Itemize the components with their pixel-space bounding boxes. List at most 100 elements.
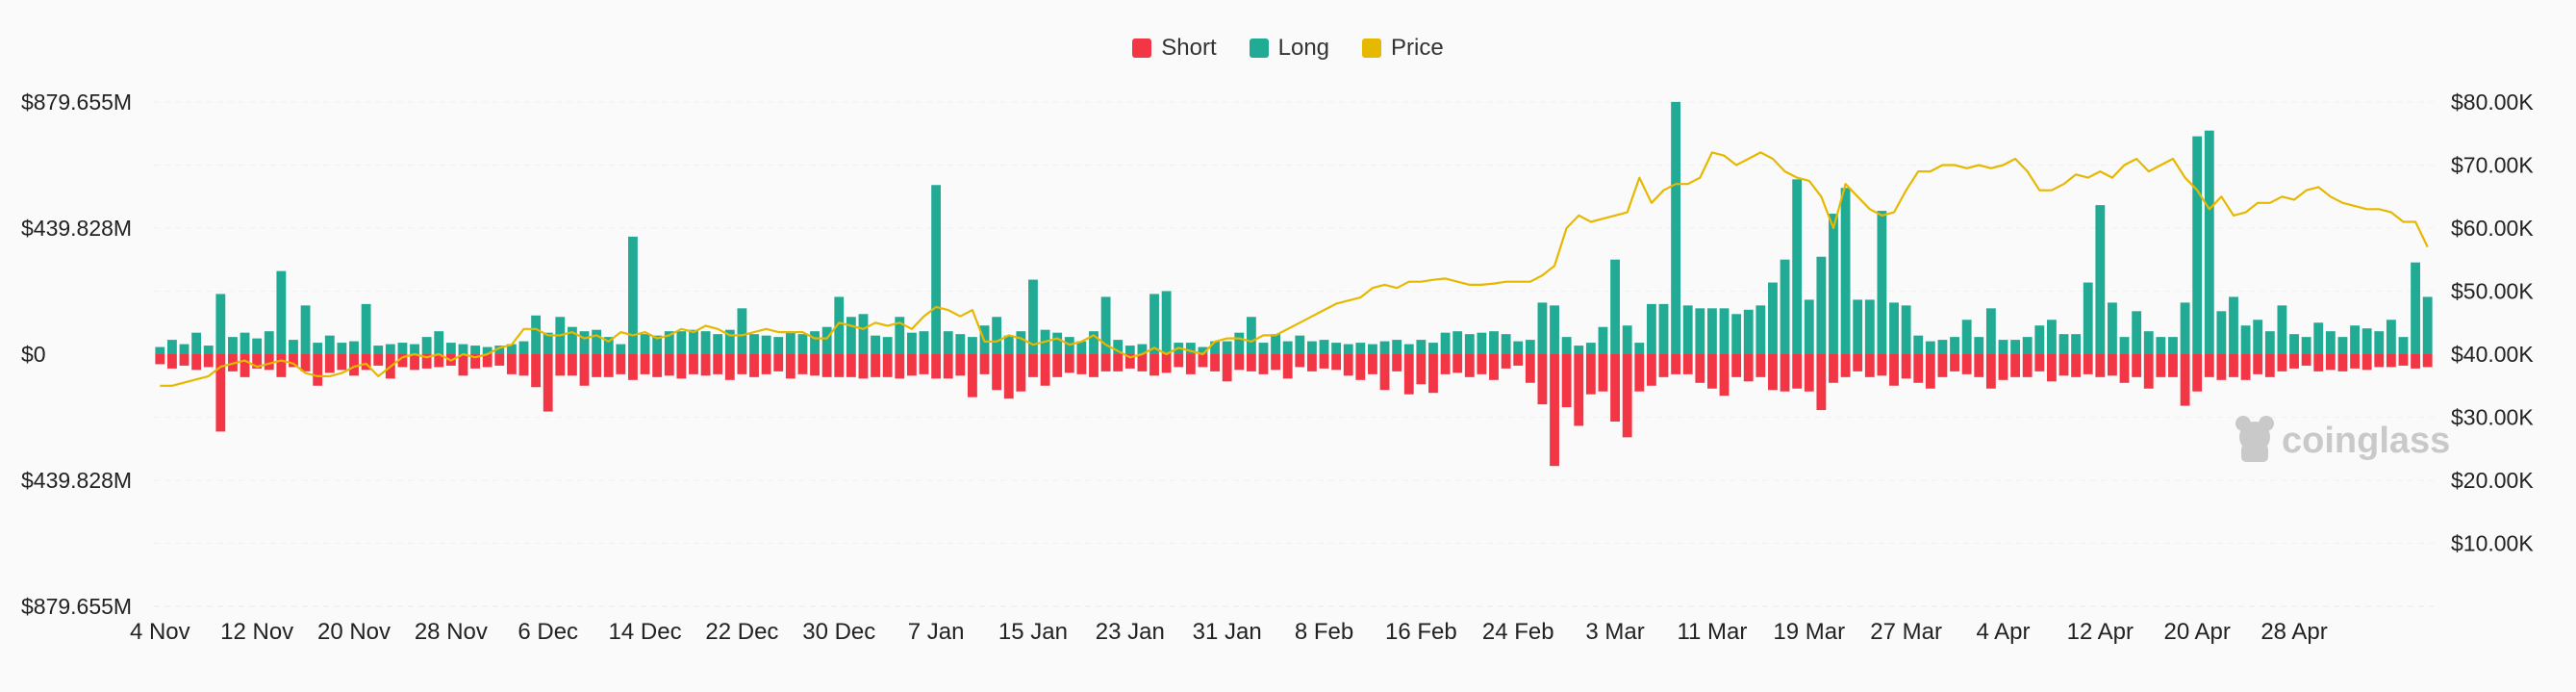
long-bar[interactable] xyxy=(906,332,917,354)
long-bar[interactable] xyxy=(1974,337,1984,354)
long-bar[interactable] xyxy=(2337,337,2348,354)
long-bar[interactable] xyxy=(1646,303,1656,354)
short-bar[interactable] xyxy=(1682,354,1693,374)
short-bar[interactable] xyxy=(2071,354,2082,377)
short-bar[interactable] xyxy=(1064,354,1074,373)
long-bar[interactable] xyxy=(2108,302,2117,354)
short-bar[interactable] xyxy=(373,354,384,366)
short-bar[interactable] xyxy=(397,354,408,368)
short-bar[interactable] xyxy=(761,354,771,374)
short-bar[interactable] xyxy=(979,354,990,374)
long-bar[interactable] xyxy=(1403,344,1414,354)
long-bar[interactable] xyxy=(2192,136,2203,354)
long-bar[interactable] xyxy=(1925,341,1935,354)
short-bar[interactable] xyxy=(871,354,880,377)
long-bar[interactable] xyxy=(785,332,796,354)
long-bar[interactable] xyxy=(919,331,929,354)
long-bar[interactable] xyxy=(1392,340,1402,354)
long-bar[interactable] xyxy=(1561,337,1572,354)
long-bar[interactable] xyxy=(2143,331,2154,354)
long-bar[interactable] xyxy=(2240,325,2251,354)
short-bar[interactable] xyxy=(1925,354,1935,389)
short-bar[interactable] xyxy=(1950,354,1959,372)
long-bar[interactable] xyxy=(943,331,953,354)
short-bar[interactable] xyxy=(2240,354,2251,380)
long-bar[interactable] xyxy=(215,294,226,354)
short-bar[interactable] xyxy=(2095,354,2106,377)
long-bar[interactable] xyxy=(1537,302,1548,354)
short-bar[interactable] xyxy=(191,354,202,371)
long-bar[interactable] xyxy=(871,335,880,354)
short-bar[interactable] xyxy=(592,354,602,377)
long-bar[interactable] xyxy=(1853,299,1863,354)
short-bar[interactable] xyxy=(2204,354,2214,377)
long-bar[interactable] xyxy=(810,331,820,354)
short-bar[interactable] xyxy=(895,354,905,379)
short-bar[interactable] xyxy=(676,354,687,379)
long-bar[interactable] xyxy=(797,334,808,354)
short-bar[interactable] xyxy=(337,354,347,371)
long-bar[interactable] xyxy=(1052,332,1063,354)
long-bar[interactable] xyxy=(628,236,638,354)
short-bar[interactable] xyxy=(1258,354,1269,374)
short-bar[interactable] xyxy=(2119,354,2130,383)
long-bar[interactable] xyxy=(2289,334,2299,354)
short-bar[interactable] xyxy=(2361,354,2372,371)
short-bar[interactable] xyxy=(1052,354,1063,377)
short-bar[interactable] xyxy=(1100,354,1111,372)
long-bar[interactable] xyxy=(895,317,905,354)
short-bar[interactable] xyxy=(1003,354,1014,399)
short-bar[interactable] xyxy=(1937,354,1948,377)
long-bar[interactable] xyxy=(2083,282,2093,354)
short-bar[interactable] xyxy=(1755,354,1766,377)
long-bar[interactable] xyxy=(1089,331,1099,354)
short-bar[interactable] xyxy=(1889,354,1899,386)
long-bar[interactable] xyxy=(361,303,371,354)
long-bar[interactable] xyxy=(1282,341,1293,354)
long-bar[interactable] xyxy=(1477,332,1487,354)
long-bar[interactable] xyxy=(2386,320,2396,354)
short-bar[interactable] xyxy=(2132,354,2142,377)
long-bar[interactable] xyxy=(1829,214,1838,354)
long-bar[interactable] xyxy=(2277,305,2287,354)
short-bar[interactable] xyxy=(992,354,1002,391)
long-bar[interactable] xyxy=(506,344,517,354)
long-bar[interactable] xyxy=(1306,341,1317,354)
short-bar[interactable] xyxy=(603,354,614,377)
short-bar[interactable] xyxy=(1743,354,1754,382)
long-bar[interactable] xyxy=(2350,325,2360,354)
short-bar[interactable] xyxy=(1113,354,1124,372)
short-bar[interactable] xyxy=(518,354,529,376)
long-bar[interactable] xyxy=(1210,341,1220,354)
long-bar[interactable] xyxy=(2313,322,2324,354)
short-bar[interactable] xyxy=(846,354,856,377)
short-bar[interactable] xyxy=(568,354,577,376)
short-bar[interactable] xyxy=(1610,354,1620,422)
long-bar[interactable] xyxy=(1246,317,1256,354)
long-bar[interactable] xyxy=(2180,302,2190,354)
short-bar[interactable] xyxy=(166,354,177,369)
short-bar[interactable] xyxy=(1076,354,1087,374)
short-bar[interactable] xyxy=(1550,354,1559,467)
long-bar[interactable] xyxy=(1743,309,1754,354)
short-bar[interactable] xyxy=(1768,354,1778,391)
short-bar[interactable] xyxy=(2180,354,2190,406)
short-bar[interactable] xyxy=(2108,354,2117,376)
short-bar[interactable] xyxy=(1780,354,1790,392)
long-bar[interactable] xyxy=(1755,305,1766,354)
short-bar[interactable] xyxy=(1901,354,1911,379)
short-bar[interactable] xyxy=(1246,354,1256,372)
short-bar[interactable] xyxy=(2337,354,2348,372)
long-bar[interactable] xyxy=(2229,296,2238,354)
long-bar[interactable] xyxy=(676,331,687,354)
long-bar[interactable] xyxy=(1489,331,1499,354)
long-bar[interactable] xyxy=(264,331,274,354)
legend-item-long[interactable]: Long xyxy=(1249,35,1329,62)
long-bar[interactable] xyxy=(1161,291,1172,354)
short-bar[interactable] xyxy=(300,354,311,372)
short-bar[interactable] xyxy=(2374,354,2385,368)
short-bar[interactable] xyxy=(737,354,747,374)
short-bar[interactable] xyxy=(543,354,553,412)
long-bar[interactable] xyxy=(1295,335,1305,354)
long-bar[interactable] xyxy=(155,346,165,354)
